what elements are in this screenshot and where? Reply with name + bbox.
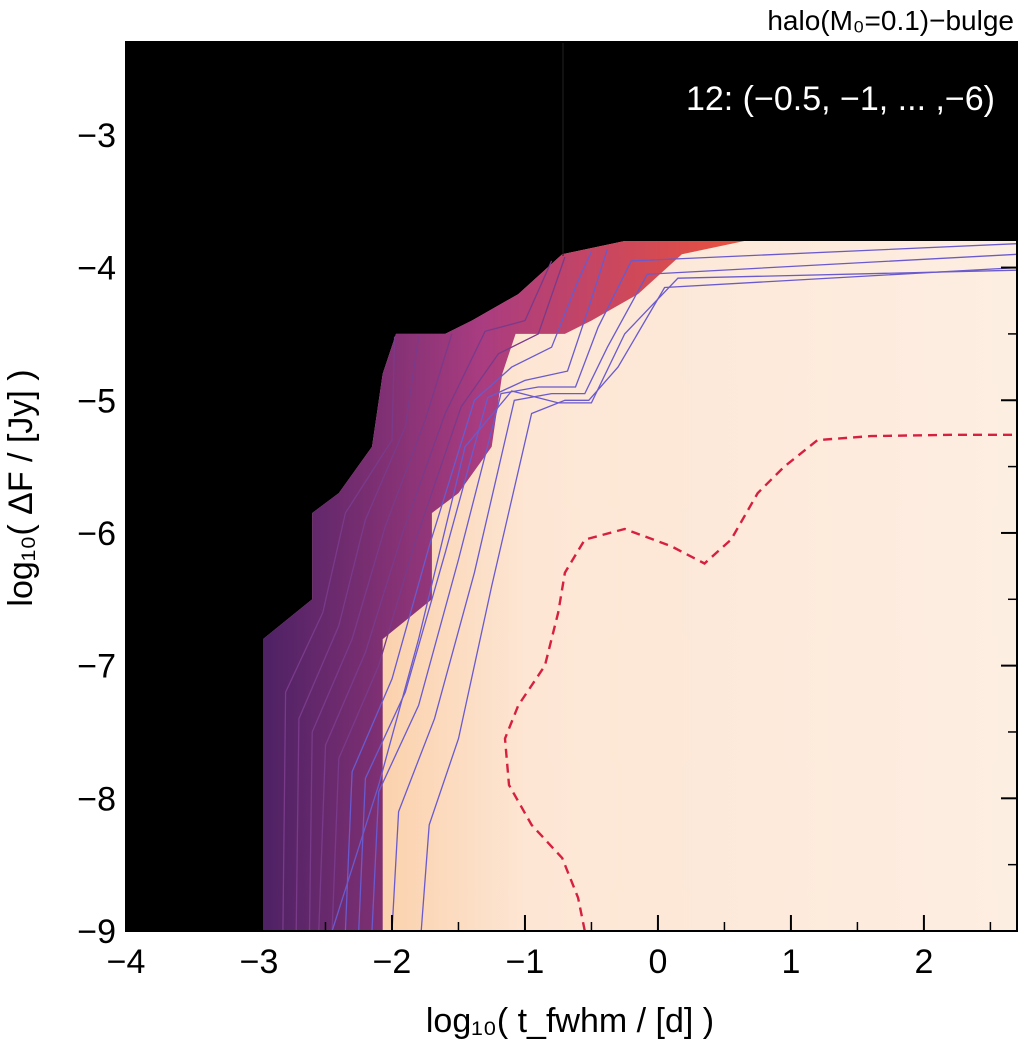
chart-title: halo(M₀=0.1)−bulge — [767, 5, 1014, 36]
y-axis-title: log₁₀( ΔF / [Jy] ) — [2, 369, 40, 606]
contour-line-5 — [331, 256, 566, 931]
contour-line-11 — [331, 269, 1017, 931]
dashed-contour — [503, 433, 1017, 931]
x-tick-label: −3 — [240, 943, 279, 981]
contour-line-4 — [318, 260, 553, 931]
x-tick-label: −2 — [373, 943, 412, 981]
x-tick-label: 2 — [914, 943, 933, 981]
contour-line-10 — [420, 266, 1017, 931]
x-axis-title: log₁₀( t_fwhm / [d] ) — [426, 1002, 714, 1040]
plot-area — [126, 42, 1017, 931]
x-tick-label: 0 — [648, 943, 667, 981]
contour-line-2 — [295, 336, 420, 931]
contour-lines — [282, 243, 1017, 931]
y-tick-label: −9 — [77, 913, 116, 951]
y-tick-label: −3 — [77, 117, 116, 155]
y-tick-label: −8 — [77, 780, 116, 818]
contour-line-6 — [344, 251, 592, 931]
y-tick-label: −7 — [77, 648, 116, 686]
y-tick-label: −4 — [77, 250, 116, 288]
contour-line-3 — [308, 333, 453, 931]
x-tick-label: −1 — [506, 943, 545, 981]
ticks: −4 −3 −2 −1 0 1 2 −9 −8 −7 −6 −5 −4 −3 — [77, 42, 1017, 981]
contour-line-8 — [371, 243, 1017, 931]
edge-gradient — [263, 241, 1017, 931]
plot-frame — [125, 41, 1018, 932]
contour-line-1 — [282, 336, 396, 931]
contour-line-7 — [358, 248, 609, 931]
x-tick-label: −4 — [107, 943, 146, 981]
x-tick-label: 1 — [781, 943, 800, 981]
y-tick-label: −5 — [77, 382, 116, 420]
y-tick-label: −6 — [77, 515, 116, 553]
contour-levels-annotation: 12: (−0.5, −1, ... ,−6) — [686, 80, 995, 118]
